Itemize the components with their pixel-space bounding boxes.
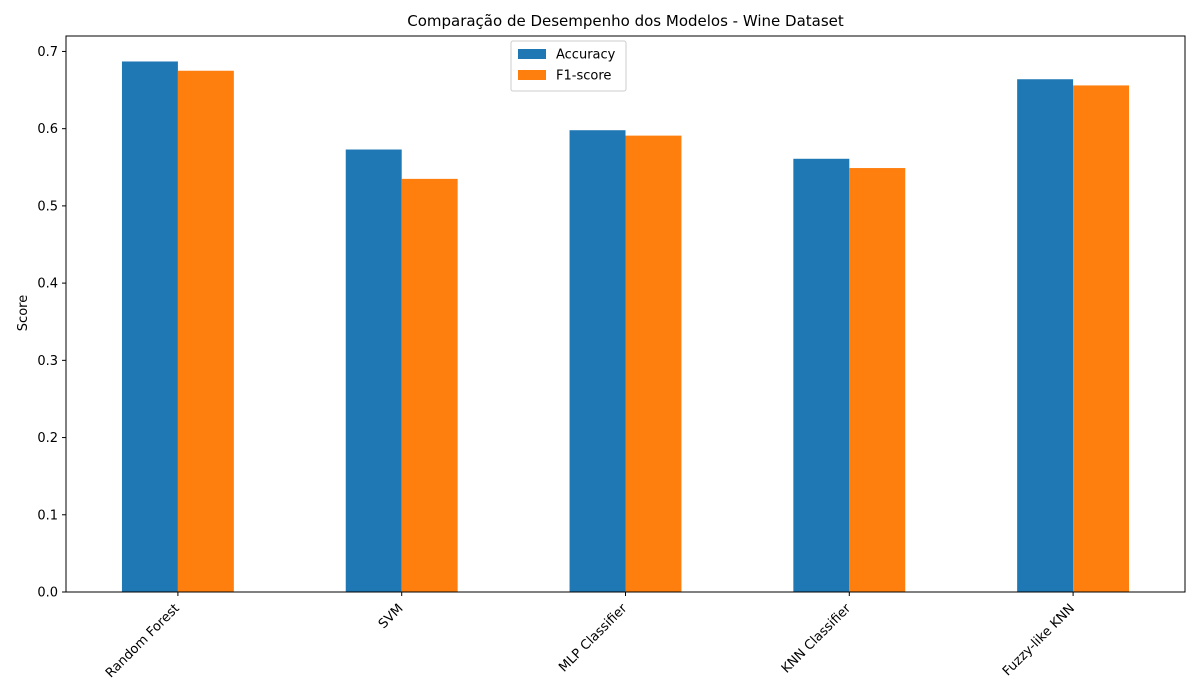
bar-accuracy-mlp-classifier	[569, 130, 626, 592]
y-tick-label: 0.2	[37, 431, 58, 446]
x-tick-label-svm: SVM	[376, 601, 407, 632]
bar-accuracy-svm	[345, 149, 402, 592]
x-tick-label-random-forest: Random Forest	[103, 601, 183, 681]
chart-title: Comparação de Desempenho dos Modelos - W…	[407, 12, 844, 30]
bar-accuracy-fuzzy-like-knn	[1017, 79, 1074, 592]
bar-f1-score-knn-classifier	[849, 168, 906, 593]
y-axis: 0.0 0.1 0.2 0.3 0.4 0.5 0.6 0.7	[37, 45, 66, 601]
y-tick-label: 0.4	[37, 277, 58, 292]
bar-f1-score-svm	[401, 178, 458, 592]
y-tick-label: 0.1	[37, 508, 58, 523]
x-axis: Random Forest SVM MLP Classifier KNN Classi…	[103, 592, 1078, 681]
bars-layer	[121, 61, 1130, 593]
legend: Accuracy F1-score	[510, 40, 627, 92]
x-tick-label-fuzzy-like-knn: Fuzzy-like KNN	[1000, 601, 1078, 679]
legend-label-accuracy: Accuracy	[556, 48, 616, 63]
y-tick-label: 0.7	[37, 45, 58, 60]
y-tick-label: 0.6	[37, 122, 58, 137]
bar-accuracy-random-forest	[121, 61, 178, 592]
y-tick-label: 0.0	[37, 586, 58, 601]
plot-frame	[65, 35, 1186, 593]
y-tick-label: 0.3	[37, 354, 58, 369]
bar-f1-score-fuzzy-like-knn	[1073, 85, 1130, 592]
x-tick-label-knn-classifier: KNN Classifier	[779, 601, 855, 677]
legend-swatch-f1-score	[518, 70, 546, 80]
bar-f1-score-mlp-classifier	[625, 135, 682, 592]
legend-label-f1-score: F1-score	[556, 69, 611, 84]
x-tick-label-mlp-classifier: MLP Classifier	[556, 601, 631, 676]
y-axis-title: Score	[16, 295, 31, 331]
bar-f1-score-random-forest	[177, 70, 234, 592]
bar-accuracy-knn-classifier	[793, 158, 850, 593]
y-tick-label: 0.5	[37, 199, 58, 214]
legend-swatch-accuracy	[518, 49, 546, 59]
